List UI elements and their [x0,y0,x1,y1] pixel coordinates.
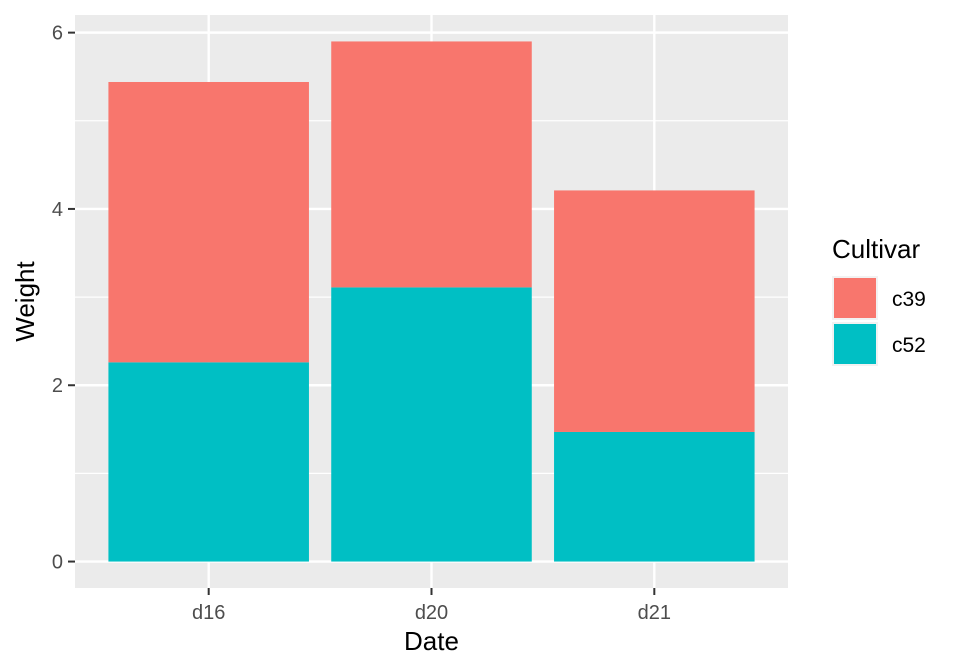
bar-d21-c39 [554,190,755,432]
legend-title: Cultivar [832,234,920,264]
legend: Cultivar c39 c52 [832,234,926,366]
legend-label: c52 [892,334,926,357]
bar-d16-c39 [108,81,309,363]
y-axis: 0 2 4 6 [52,23,75,574]
bar-d21-c52 [554,431,755,562]
legend-swatch-c52 [834,324,876,364]
y-tick-label: 4 [52,199,63,221]
legend-label: c39 [892,288,926,311]
y-axis-title: Weight [10,261,40,342]
x-tick-label: d20 [415,602,448,624]
bars [108,41,755,562]
bar-d20-c52 [331,287,532,562]
y-tick-label: 0 [52,552,63,574]
x-axis-title: Date [404,626,459,656]
x-tick-label: d21 [638,602,671,624]
y-tick-label: 6 [52,23,63,45]
x-tick-label: d16 [192,602,225,624]
legend-swatch-c39 [834,278,876,318]
y-tick-label: 2 [52,375,63,397]
bar-d16-c52 [108,362,309,562]
x-axis: d16 d20 d21 [192,588,671,624]
bar-d20-c39 [331,41,532,288]
